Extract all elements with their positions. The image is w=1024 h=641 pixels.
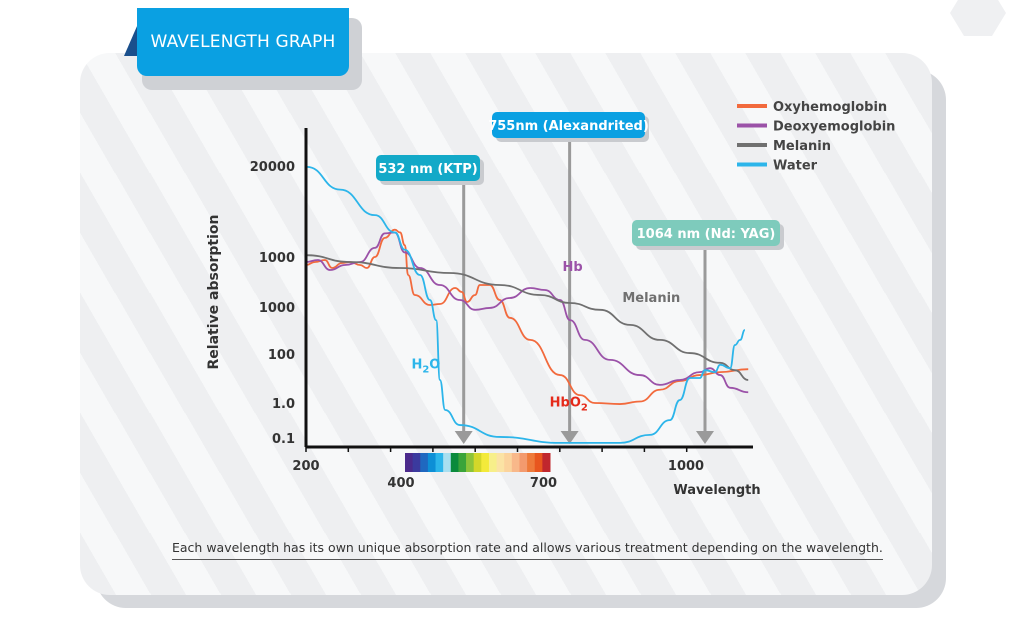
x-axis-label: Wavelength — [673, 483, 760, 498]
page-title: WAVELENGTH GRAPH — [137, 8, 349, 76]
caption: Each wavelength has its own unique absor… — [172, 540, 883, 560]
curve-label: Melanin — [622, 291, 680, 306]
y-tick-label: 1.0 — [272, 397, 295, 412]
y-axis-label: Relative absorption — [206, 215, 222, 370]
spectrum-segment — [420, 453, 429, 472]
spectrum-segment — [511, 453, 520, 472]
spectrum-segment — [450, 453, 459, 472]
laser-label-box — [632, 220, 780, 246]
series-line-melanin — [305, 254, 749, 381]
spectrum-segment — [534, 453, 543, 472]
y-tick-label: 100 — [268, 348, 295, 363]
laser-label: 1064 nm (Nd: YAG) — [637, 227, 776, 242]
laser-arrow-icon — [560, 431, 579, 444]
spectrum-segment — [405, 453, 414, 472]
spectrum-segment — [519, 453, 528, 472]
laser-arrow-icon — [454, 431, 473, 444]
spectrum-segment — [435, 453, 444, 472]
spectrum-segment — [488, 453, 498, 472]
spectrum-segment — [473, 453, 482, 472]
spectrum-segment — [412, 453, 421, 472]
legend-label: Melanin — [773, 139, 831, 154]
y-tick-label: 1000 — [259, 301, 295, 316]
laser-arrow-icon — [696, 431, 714, 444]
laser-label-box — [376, 155, 480, 181]
graph-card — [80, 53, 932, 595]
series-line-water — [306, 166, 746, 444]
y-tick-label: 20000 — [250, 160, 295, 175]
series-line-deoxyemoglobin — [305, 231, 749, 394]
curve-label: HbO2 — [550, 396, 588, 414]
x-tick-label: 400 — [387, 476, 414, 491]
legend-label: Deoxyemoglobin — [773, 120, 895, 135]
spectrum-segment — [481, 453, 490, 472]
laser-label: 755nm (Alexandrited) — [488, 119, 649, 134]
spectrum-segment — [527, 453, 536, 472]
spectrum-segment — [443, 453, 452, 472]
laser-label: 532 nm (KTP) — [378, 162, 477, 177]
spectrum-segment — [542, 453, 551, 472]
spectrum-segment — [466, 453, 475, 472]
y-tick-label: 1000 — [259, 251, 295, 266]
curve-label: H2O — [411, 358, 440, 376]
y-tick-label: 0.1 — [272, 432, 295, 447]
legend-label: Oxyhemoglobin — [773, 100, 887, 115]
x-tick-label: 200 — [292, 459, 319, 474]
x-tick-label: 700 — [530, 476, 557, 491]
series-line-oxyhemoglobin — [305, 228, 749, 405]
spectrum-segment — [504, 453, 513, 472]
spectrum-segment — [496, 453, 505, 472]
spectrum-segment — [427, 453, 437, 472]
spectrum-segment — [458, 453, 467, 472]
legend-label: Water — [773, 159, 818, 174]
x-tick-label: 1000 — [668, 459, 704, 474]
curve-label: Hb — [563, 260, 583, 275]
laser-label-box — [492, 112, 645, 138]
